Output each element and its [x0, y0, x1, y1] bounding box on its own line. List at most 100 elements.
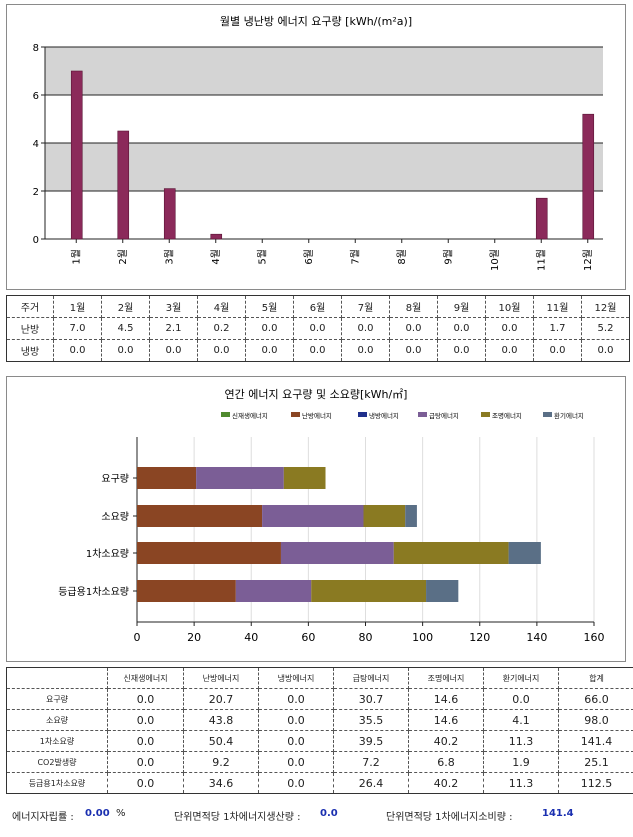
- table-cell: 112.5: [558, 772, 633, 794]
- table-cell: 98.0: [558, 709, 633, 731]
- table-cell: 30.7: [333, 688, 409, 710]
- table-cell: 11.3: [483, 730, 559, 752]
- chart-title: 연간 에너지 요구량 및 소요량[kWh/㎡]: [225, 388, 408, 401]
- table-cell: 0.0: [581, 339, 630, 362]
- x-tick-label: 8월: [396, 249, 408, 265]
- x-tick-label: 11월: [535, 249, 547, 271]
- table-cell: 0.0: [258, 688, 334, 710]
- table-header-cell: 8월: [389, 295, 438, 318]
- legend-label: 환기에너지: [554, 411, 584, 420]
- table-cell: 34.6: [183, 772, 259, 794]
- table-cell: 5.2: [581, 317, 630, 340]
- legend-label: 냉방에너지: [369, 411, 399, 420]
- table-cell: 9.2: [183, 751, 259, 773]
- legend-label: 급탕에너지: [429, 411, 459, 420]
- legend-swatch: [358, 412, 367, 417]
- table-cell: 0.0: [53, 339, 102, 362]
- table-cell: 0.0: [437, 339, 486, 362]
- monthly-table: 주거 1월 2월 3월 4월 5월 6월 7월 8월 9월 10월 11월 12월 난방 7.0 4.5 2.1…: [6, 295, 630, 362]
- table-cell: 7.0: [53, 317, 102, 340]
- table-header-cell: 4월: [197, 295, 246, 318]
- y-tick-label: 4: [33, 139, 39, 150]
- x-tick-label: 1월: [70, 249, 82, 265]
- table-cell: 0.0: [485, 339, 534, 362]
- bar: [163, 188, 176, 240]
- chart-title: 월별 냉난방 에너지 요구량 [kWh/(m²a)]: [220, 15, 412, 28]
- production-label: 단위면적당 1차에너지생산량 :: [174, 812, 301, 823]
- legend-swatch: [543, 412, 552, 417]
- bar-segment: [262, 505, 364, 527]
- y-tick-label: 8: [33, 43, 39, 54]
- table-header-cell: 1월: [53, 295, 102, 318]
- table-header-cell: 6월: [293, 295, 342, 318]
- table-header-cell: 급탕에너지: [333, 667, 409, 689]
- table-cell: 0.0: [341, 317, 390, 340]
- y-tick-label: 1차소요량: [86, 548, 129, 560]
- legend-swatch: [291, 412, 300, 417]
- bar-segment: [235, 580, 312, 602]
- bar-segment: [137, 542, 281, 564]
- y-tick-label: 요구량: [101, 473, 129, 485]
- table-cell: 4.1: [483, 709, 559, 731]
- table-cell: 0.0: [258, 772, 334, 794]
- self-sufficiency-label: 에너지자립률 :: [12, 812, 74, 823]
- table-cell: 0.0: [258, 751, 334, 773]
- table-cell: 0.0: [341, 339, 390, 362]
- x-tick-label: 12월: [582, 249, 594, 271]
- table-cell: 0.0: [107, 772, 184, 794]
- bar-segment: [137, 467, 197, 489]
- table-cell: 1.7: [533, 317, 582, 340]
- table-cell: 20.7: [183, 688, 259, 710]
- bar-segment: [283, 467, 326, 489]
- table-cell: 43.8: [183, 709, 259, 731]
- x-tick-label: 4월: [210, 249, 222, 265]
- table-row-label: 등급용1차소요량: [6, 772, 108, 794]
- y-tick-label: 소요량: [101, 511, 129, 523]
- table-cell: 0.0: [107, 730, 184, 752]
- table-cell: 0.0: [258, 730, 334, 752]
- x-tick-label: 3월: [163, 249, 175, 265]
- table-header-cell: 7월: [341, 295, 390, 318]
- table-cell: 0.0: [197, 339, 246, 362]
- table-row: 등급용1차소요량 0.0 34.6 0.0 26.4 40.2 11.3 112.5: [6, 772, 633, 794]
- legend-swatch: [418, 412, 427, 417]
- table-row-label: CO2발생량: [6, 751, 108, 773]
- table-row-label: 1차소요량: [6, 730, 108, 752]
- y-tick-label: 6: [33, 91, 39, 102]
- table-cell: 0.2: [197, 317, 246, 340]
- table-cell: 35.5: [333, 709, 409, 731]
- table-cell: 141.4: [558, 730, 633, 752]
- consumption-label: 단위면적당 1차에너지소비량 :: [386, 812, 513, 823]
- legend-label: 조명에너지: [492, 411, 522, 420]
- table-row-label: 냉방: [6, 339, 54, 362]
- table-header-cell: 5월: [245, 295, 294, 318]
- table-cell: 0.0: [293, 339, 342, 362]
- table-cell: 2.1: [149, 317, 198, 340]
- bar-segment: [426, 580, 459, 602]
- table-cell: 7.2: [333, 751, 409, 773]
- self-sufficiency-unit: %: [116, 808, 126, 819]
- table-cell: 0.0: [258, 709, 334, 731]
- x-tick-label: 2월: [117, 249, 129, 265]
- table-row: 요구량 0.0 20.7 0.0 30.7 14.6 0.0 66.0: [6, 688, 633, 710]
- summary-footer: 에너지자립률 : 0.00 % 단위면적당 1차에너지생산량 : 0.0 단위면…: [12, 808, 622, 824]
- legend-label: 신재생에너지: [232, 411, 268, 420]
- table-cell: 50.4: [183, 730, 259, 752]
- x-tick-label: 160: [584, 631, 605, 644]
- table-cell: 1.9: [483, 751, 559, 773]
- y-tick-label: 2: [33, 187, 39, 198]
- table-row-label: 소요량: [6, 709, 108, 731]
- bar-segment: [405, 505, 417, 527]
- legend-swatch: [481, 412, 490, 417]
- production-value: 0.0: [320, 808, 338, 819]
- y-tick-label: 0: [33, 235, 39, 246]
- x-tick-label: 20: [187, 631, 201, 644]
- table-cell: 0.0: [485, 317, 534, 340]
- table-header-cell: 11월: [533, 295, 582, 318]
- x-tick-label: 6월: [303, 249, 315, 265]
- bar-segment: [137, 505, 263, 527]
- table-cell: 0.0: [107, 751, 184, 773]
- bar-segment: [137, 580, 236, 602]
- table-header-row: 신재생에너지 난방에너지 냉방에너지 급탕에너지 조명에너지 환기에너지 합계: [6, 667, 633, 689]
- table-cell: 4.5: [101, 317, 150, 340]
